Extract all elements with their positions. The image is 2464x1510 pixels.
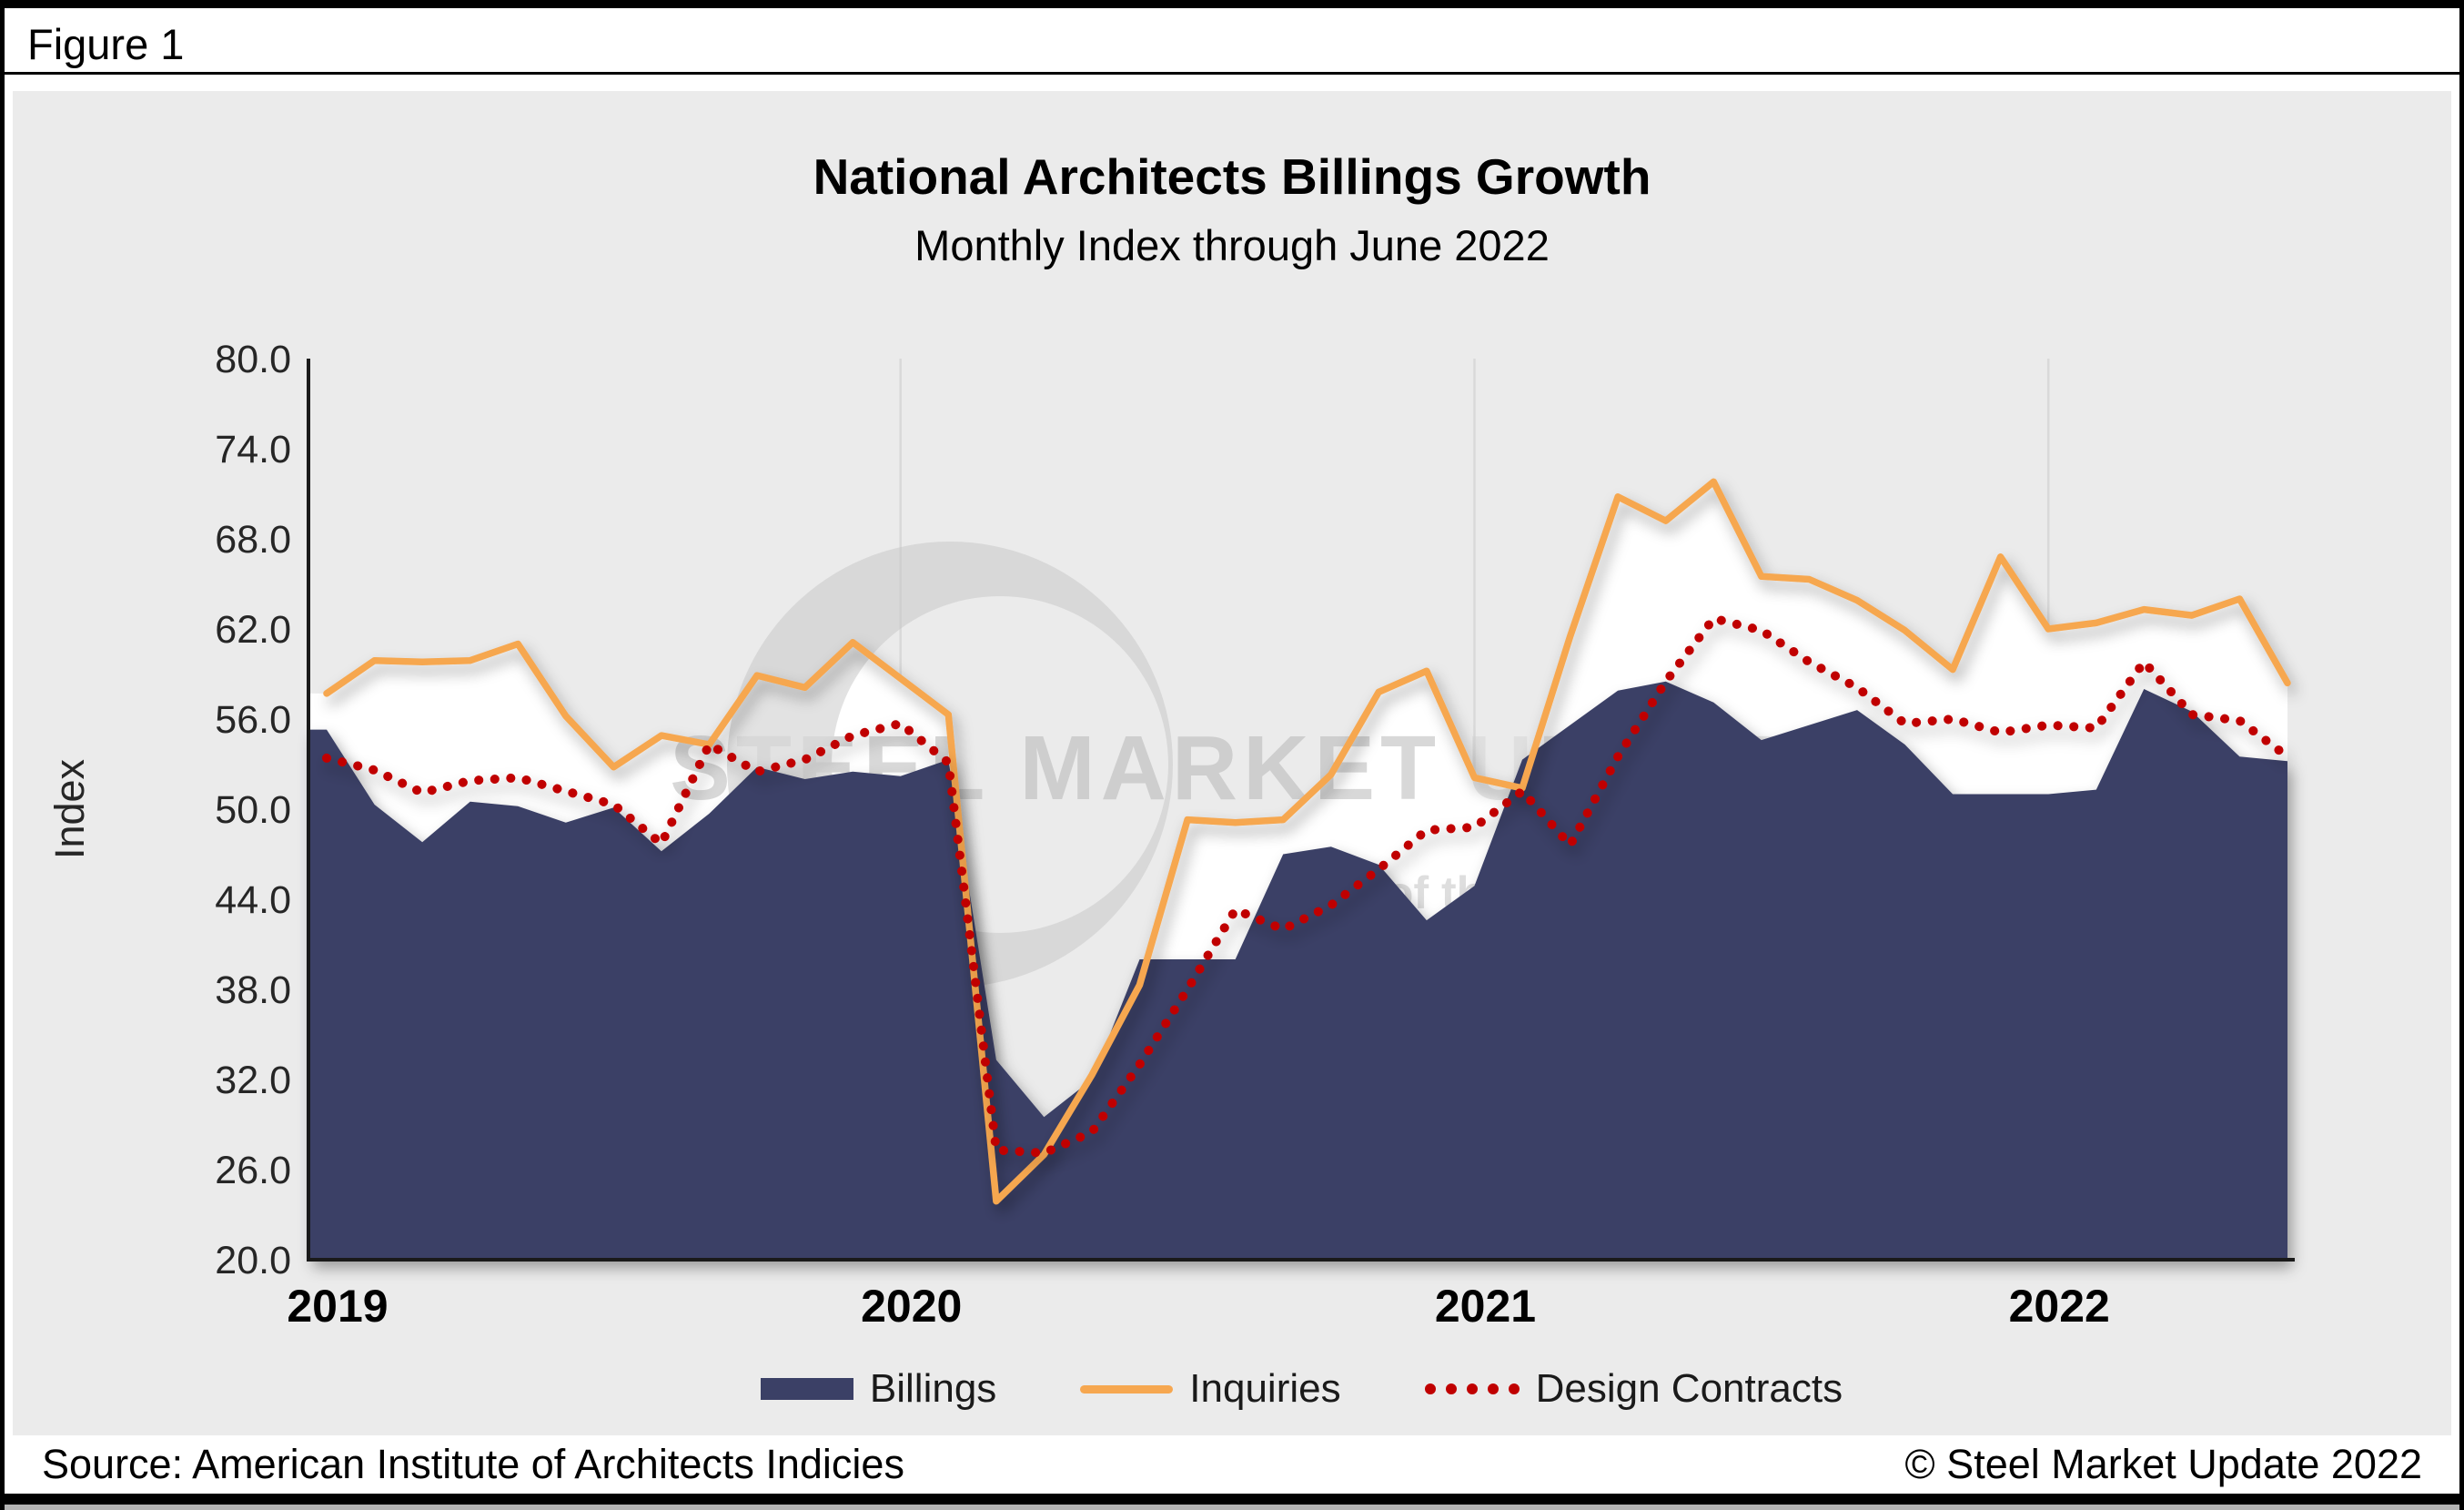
y-tick-label: 62.0 xyxy=(215,608,291,652)
x-tick-label: 2019 xyxy=(287,1281,388,1332)
legend: Billings Inquiries Design Contracts xyxy=(308,1363,2295,1414)
x-tick-label: 2020 xyxy=(861,1281,962,1332)
legend-item-billings: Billings xyxy=(760,1366,997,1412)
chart-card: STEEL MARKETUPDATE part of the CRU Group… xyxy=(13,91,2451,1435)
y-tick-label: 68.0 xyxy=(215,518,291,562)
window-top-border xyxy=(0,0,2464,8)
billings-area-swatch-icon xyxy=(760,1378,853,1400)
legend-item-design-contracts: Design Contracts xyxy=(1424,1366,1843,1412)
footer-copyright: © Steel Market Update 2022 xyxy=(1904,1441,2422,1487)
chart-subtitle: Monthly Index through June 2022 xyxy=(914,221,1550,269)
x-tick-label: 2022 xyxy=(2009,1281,2110,1332)
figure-label: Figure 1 xyxy=(27,20,185,68)
x-tick-label: 2021 xyxy=(1435,1281,1536,1332)
figure-header: Figure 1 xyxy=(0,8,2464,75)
inquiries-line xyxy=(323,478,2291,1205)
design-contracts-dots-swatch-icon xyxy=(1424,1383,1520,1394)
y-tick-label: 74.0 xyxy=(215,428,291,471)
legend-label-inquiries: Inquiries xyxy=(1189,1366,1341,1411)
billings-area xyxy=(308,681,2287,1260)
y-tick-label: 56.0 xyxy=(215,698,291,742)
legend-item-inquiries: Inquiries xyxy=(1080,1366,1341,1412)
chart-title: National Architects Billings Growth xyxy=(813,148,1651,205)
y-tick-label: 44.0 xyxy=(215,878,291,922)
window-right-border xyxy=(2459,0,2464,1510)
footer: Source: American Institute of Architects… xyxy=(0,1435,2464,1494)
y-axis-title: Index xyxy=(46,758,93,859)
y-tick-label: 20.0 xyxy=(215,1239,291,1282)
legend-label-billings: Billings xyxy=(869,1366,997,1411)
x-tick-labels: 2019 2020 2021 2022 xyxy=(287,1281,2109,1332)
window-left-border xyxy=(0,0,5,1510)
y-tick-label: 50.0 xyxy=(215,788,291,832)
y-tick-label: 38.0 xyxy=(215,968,291,1012)
y-tick-label: 32.0 xyxy=(215,1059,291,1102)
y-tick-label: 26.0 xyxy=(215,1149,291,1192)
design-contracts-line xyxy=(322,613,2292,1158)
inquiries-line-swatch-icon xyxy=(1080,1384,1174,1393)
footer-source: Source: American Institute of Architects… xyxy=(42,1441,904,1487)
window-bottom-strip xyxy=(0,1505,2464,1510)
y-tick-labels: 20.0 26.0 32.0 38.0 44.0 50.0 56.0 62.0 68.0 74.0… xyxy=(215,338,291,1282)
y-tick-label: 80.0 xyxy=(215,338,291,381)
chart-plot: STEEL MARKETUPDATE part of the CRU Group… xyxy=(46,338,2295,1332)
legend-label-design-contracts: Design Contracts xyxy=(1535,1366,1843,1411)
window-bottom-border xyxy=(0,1494,2464,1505)
